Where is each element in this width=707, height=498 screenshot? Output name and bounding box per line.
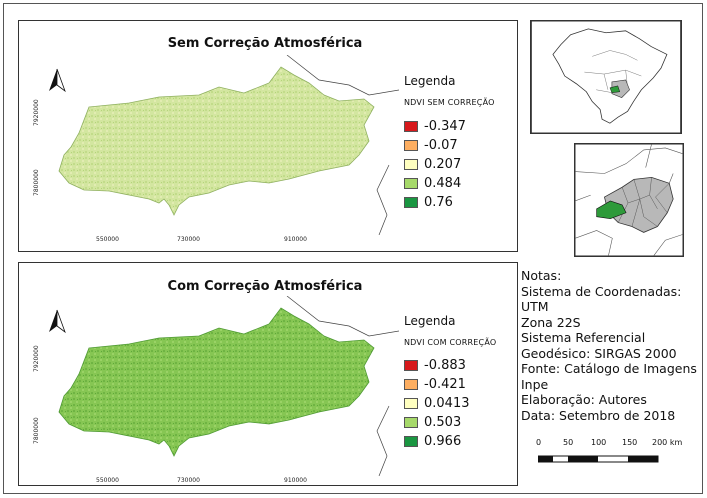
bottom-legend-title: Legenda (404, 314, 456, 328)
notes-line: Notas: (521, 268, 562, 283)
legend-swatch (404, 158, 418, 170)
top-map-title: Sem Correção Atmosférica (167, 36, 363, 51)
top-legend-item: -0.347 (404, 117, 466, 135)
y-tick-label: 7800000 (33, 169, 40, 196)
notes-line: Geodésico: SIRGAS 2000 (521, 345, 677, 361)
region-boundary-line (286, 55, 399, 96)
bottom-legend-subtitle: NDVI COM CORREÇÃO (404, 338, 497, 347)
scale-label: 150 (622, 438, 638, 447)
ndvi-raster-top (58, 66, 375, 216)
bottom-map-title: Com Correção Atmosférica (167, 279, 363, 294)
top-legend-item: -0.07 (404, 136, 458, 154)
x-tick-label: 550000 (96, 477, 119, 484)
legend-swatch (404, 435, 418, 447)
map-notes: Notas: Sistema de Coordenadas: UTM Zona … (521, 268, 707, 423)
scale-label: 200 km (652, 438, 683, 447)
legend-swatch (404, 196, 418, 208)
scale-label: 100 (591, 438, 607, 447)
inset-map-state (574, 143, 684, 257)
map-layout-frame (3, 3, 703, 494)
legend-swatch (404, 359, 418, 371)
region-boundary-line (286, 296, 399, 337)
region-boundary-line (376, 164, 390, 235)
x-tick-label: 910000 (284, 236, 307, 243)
top-legend-item: 0.207 (404, 155, 461, 173)
y-tick-label: 7920000 (33, 345, 40, 372)
inset-map-brazil (530, 20, 682, 134)
legend-swatch (404, 416, 418, 428)
scale-label: 0 (536, 438, 542, 447)
legend-swatch (404, 120, 418, 132)
legend-swatch (404, 139, 418, 151)
brazil-outline (552, 28, 668, 124)
region-highlight (609, 85, 621, 93)
bottom-legend-item: 0.503 (404, 413, 461, 431)
notes-line: Fonte: Catálogo de Imagens (521, 361, 697, 376)
scale-bar: 0 50 100 150 200 km (536, 438, 686, 468)
x-tick-label: 910000 (284, 477, 307, 484)
scale-bar-graphic (538, 455, 659, 463)
bottom-legend-item: 0.0413 (404, 394, 470, 412)
top-map-canvas (49, 55, 399, 235)
legend-swatch (404, 397, 418, 409)
notes-line: Zona 22S (521, 314, 581, 330)
notes-line: Elaboração: Autores (521, 392, 647, 407)
bottom-legend-item: -0.883 (404, 356, 466, 374)
scale-label: 50 (563, 438, 574, 447)
top-legend-item: 0.76 (404, 193, 453, 211)
x-tick-label: 730000 (177, 236, 200, 243)
notes-line: Sistema Referencial (521, 330, 646, 345)
ndvi-raster-bottom (58, 307, 375, 457)
bottom-legend-item: -0.421 (404, 375, 466, 393)
x-tick-label: 550000 (96, 236, 119, 243)
notes-line: Data: Setembro de 2018 (521, 407, 676, 423)
notes-line: Sistema de Coordenadas: UTM (521, 283, 682, 315)
top-legend-item: 0.484 (404, 174, 461, 192)
top-legend-title: Legenda (404, 74, 456, 88)
legend-swatch (404, 177, 418, 189)
y-tick-label: 7800000 (33, 417, 40, 444)
y-tick-label: 7920000 (33, 99, 40, 126)
bottom-legend-item: 0.966 (404, 432, 461, 450)
top-legend-subtitle: NDVI SEM CORREÇÃO (404, 98, 495, 107)
notes-line: Inpe (521, 376, 549, 392)
legend-swatch (404, 378, 418, 390)
region-boundary-line (376, 405, 390, 476)
bottom-map-canvas (49, 296, 399, 476)
x-tick-label: 730000 (177, 477, 200, 484)
region-highlight (596, 200, 627, 219)
